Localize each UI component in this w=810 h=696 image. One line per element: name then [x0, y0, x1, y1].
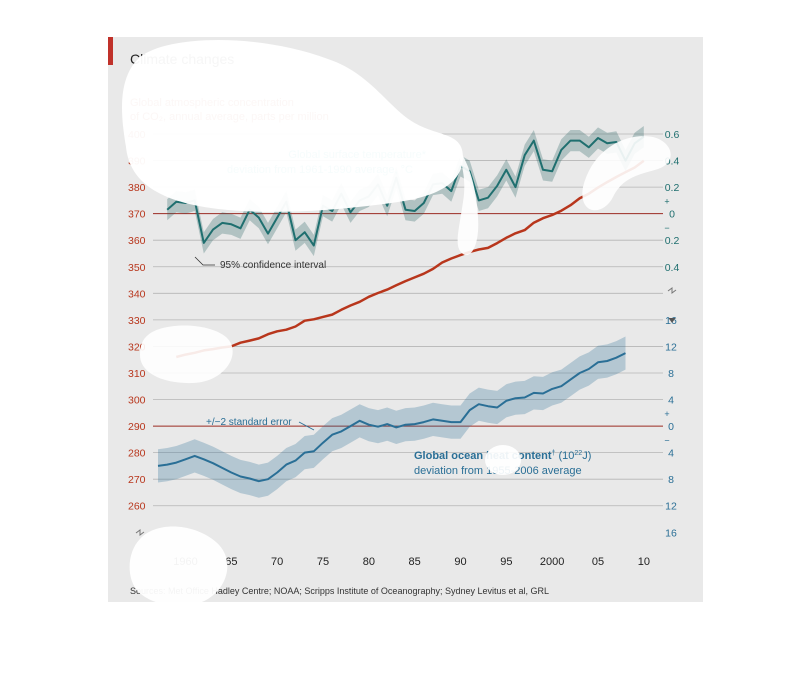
temperature-axis-ticks: 0.6 0.4 0.2 +0− 0.2 0.4 [664, 129, 679, 274]
ocean-label-text: Global ocean heat content [414, 450, 552, 462]
co2-tick-label: 300 [128, 395, 146, 407]
x-tick-label: 65 [225, 556, 237, 568]
confidence-annotation: 95% confidence interval [220, 260, 326, 271]
x-tick-label: 10 [638, 556, 650, 568]
co2-tick-label: 390 [128, 156, 146, 168]
temperature-confidence-band [167, 126, 644, 257]
co2-tick-label: 270 [128, 474, 146, 486]
co2-tick-label: 320 [128, 341, 146, 353]
co2-tick-label: 330 [128, 315, 146, 327]
x-tick-label: 2000 [540, 556, 564, 568]
ocean-tick-label: − [664, 435, 669, 445]
co2-tick-label: 310 [128, 368, 146, 380]
temperature-tick-label: 0.4 [665, 262, 680, 274]
co2-tick-label: 360 [128, 235, 146, 247]
climate-chart: Climate changes 400390380370360350340330… [108, 37, 679, 596]
ocean-tick-label: 12 [665, 341, 677, 353]
ocean-tick-label: + [664, 409, 669, 419]
x-tick-label: 85 [409, 556, 421, 568]
x-tick-label: 90 [454, 556, 466, 568]
ocean-tick-label: 8 [668, 474, 674, 486]
co2-tick-label: 350 [128, 262, 146, 274]
temperature-sublabel: deviation from 1961-1990 average, °C [227, 164, 413, 176]
co2-axis-ticks: 400 390 380 370 360 350 340 330 320 310 300 290 280 2… [128, 129, 146, 513]
sources-note: Sources: Met Office Hadley Centre; NOAA;… [130, 586, 549, 596]
ocean-tick-label: 4 [668, 395, 674, 407]
chart-panel: Climate changes 400 390 380 370 360 350 340 330… [108, 37, 703, 602]
confidence-leader-line [194, 256, 215, 266]
ocean-tick-label: 12 [665, 501, 677, 513]
ocean-tick-label: 0 [668, 421, 674, 433]
temperature-tick-label: + [664, 196, 669, 206]
co2-label-line1: Global atmospheric concentration [130, 97, 294, 109]
x-tick-label: 75 [317, 556, 329, 568]
ocean-unit-close: J) [582, 450, 591, 462]
co2-series-line [175, 159, 645, 359]
ocean-error-band [158, 336, 626, 498]
ocean-tick-label: 8 [668, 368, 674, 380]
co2-tick-label: 280 [128, 448, 146, 460]
ocean-sublabel: deviation from 1955-2006 average [414, 465, 582, 477]
x-tick-label: 80 [363, 556, 375, 568]
temperature-tick-label: 0.2 [665, 235, 680, 247]
co2-tick-label: 260 [128, 501, 146, 513]
temperature-tick-label: 0.2 [665, 182, 680, 194]
axis-break-right [667, 287, 677, 323]
ocean-tick-label: 4 [668, 448, 674, 460]
accent-bar [108, 37, 113, 65]
ocean-tick-label: 16 [665, 527, 677, 539]
co2-label-line2: of CO₂, annual average, parts per millio… [130, 111, 329, 123]
ocean-series-line [157, 352, 626, 483]
x-tick-label: 70 [271, 556, 283, 568]
temperature-label: Global surface temperature* [288, 149, 426, 161]
co2-tick-label: 400 [128, 129, 146, 141]
x-tick-label: 1960 [173, 556, 197, 568]
axis-break-left [135, 529, 145, 536]
temperature-tick-label: 0.4 [665, 156, 680, 168]
ocean-label: Global ocean heat content† (1022J) [414, 450, 591, 462]
zero-baselines [153, 213, 663, 427]
co2-tick-label: 290 [128, 421, 146, 433]
ocean-unit-open: (10 [555, 450, 574, 462]
error-leader-line [298, 421, 315, 431]
ocean-annotation: +/−2 standard error [206, 417, 292, 428]
ocean-label-dagger: † [552, 450, 556, 457]
temperature-tick-label: − [664, 223, 669, 233]
chart-title: Climate changes [130, 51, 234, 67]
ocean-unit-exponent: 22 [574, 450, 582, 457]
co2-tick-label: 340 [128, 288, 146, 300]
x-tick-label: 05 [592, 556, 604, 568]
co2-tick-label: 370 [128, 209, 146, 221]
x-axis-ticks: 1960 65 70 75 80 85 90 95 2000 05 10 [173, 556, 650, 568]
temperature-tick-label: 0 [669, 209, 675, 221]
x-tick-label: 95 [500, 556, 512, 568]
temperature-tick-label: 0.6 [665, 129, 680, 141]
co2-tick-label: 380 [128, 182, 146, 194]
